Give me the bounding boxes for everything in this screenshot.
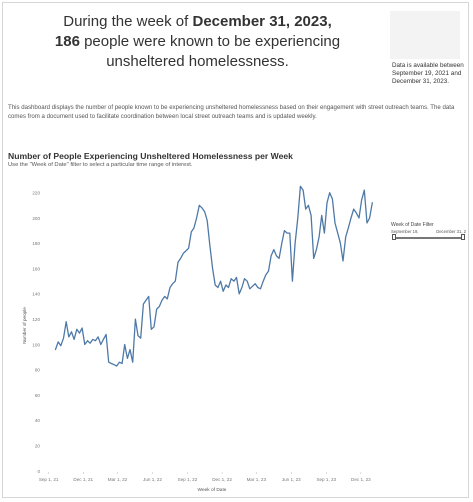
- series-line: [54, 185, 373, 367]
- y-tick-label: 60: [35, 393, 41, 398]
- y-tick-label: 40: [35, 418, 41, 423]
- x-tick-label: Dec 1, 23: [351, 477, 371, 482]
- headline: During the week of December 31, 2023, 18…: [30, 12, 365, 72]
- x-tick-label: Mar 1, 22: [108, 477, 128, 482]
- date-filter-start-handle[interactable]: [392, 234, 396, 240]
- x-tick-label: Dec 1, 21: [73, 477, 93, 482]
- filter-title: Week of Date Filter: [391, 222, 434, 228]
- y-tick-label: 140: [32, 292, 40, 297]
- headline-prefix: During the week of: [63, 13, 193, 30]
- chart-subtitle: Use the "Week of Date" filter to select …: [8, 162, 193, 168]
- y-tick-label: 160: [32, 266, 40, 271]
- filter-range-labels: September 19, December 31, 2: [391, 229, 466, 234]
- y-tick-label: 200: [32, 216, 40, 221]
- y-tick-label: 80: [35, 368, 41, 373]
- x-tick-label: Dec 1, 22: [212, 477, 232, 482]
- y-tick-label: 180: [32, 241, 40, 246]
- dashboard-description: This dashboard displays the number of pe…: [8, 104, 455, 120]
- y-tick-label: 120: [32, 317, 40, 322]
- y-tick-label: 20: [35, 443, 41, 448]
- headline-count: 186: [54, 33, 80, 50]
- chart-title: Number of People Experiencing Unsheltere…: [8, 151, 293, 161]
- headline-line3: unsheltered homelessness.: [106, 53, 289, 70]
- x-axis-label: Week of Date: [198, 487, 227, 493]
- x-tick-label: Jun 1, 22: [143, 477, 162, 482]
- dashboard-frame: [2, 2, 469, 498]
- availability-note: Data is available between September 19, …: [392, 62, 464, 85]
- headline-suffix: people were known to be experiencing: [79, 33, 341, 50]
- x-tick-label: Jun 1, 23: [282, 477, 301, 482]
- date-filter-end-handle[interactable]: [461, 234, 465, 240]
- headline-week: December 31, 2023,: [192, 13, 332, 30]
- y-tick-label: 220: [32, 190, 40, 195]
- y-axis-label: Number of people: [22, 307, 27, 344]
- x-tick-label: Sep 1, 22: [178, 477, 198, 482]
- y-tick-label: 0: [37, 469, 40, 474]
- filter-end-label: December 31, 2: [436, 229, 466, 234]
- y-tick-label: 100: [32, 342, 40, 347]
- filter-start-label: September 19,: [391, 229, 419, 234]
- x-tick-label: Sep 1, 21: [39, 477, 59, 482]
- x-tick-label: Mar 1, 23: [247, 477, 267, 482]
- logo-placeholder: [390, 11, 460, 59]
- x-tick-label: Sep 1, 23: [316, 477, 336, 482]
- date-filter-slider-track[interactable]: [394, 237, 463, 239]
